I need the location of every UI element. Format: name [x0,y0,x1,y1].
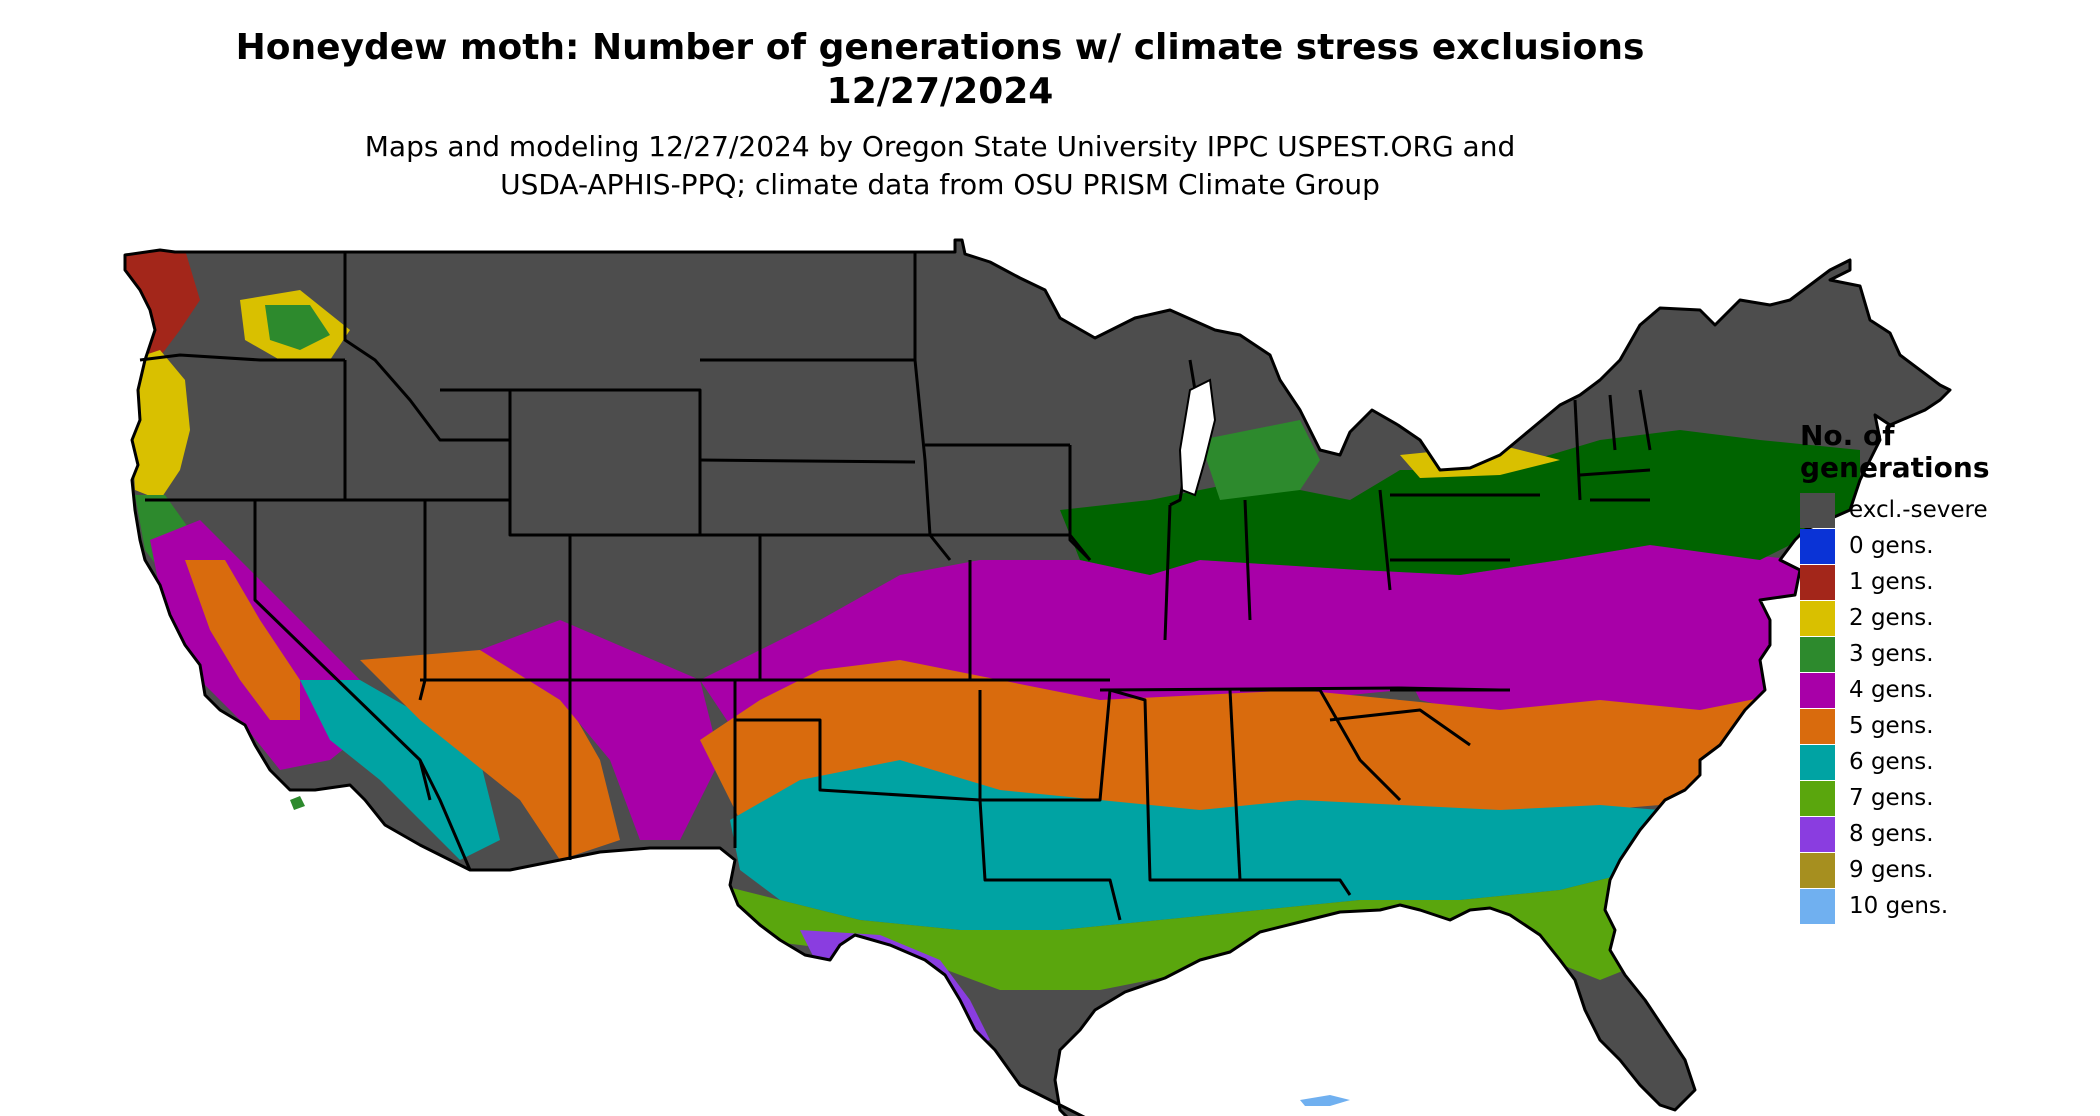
florida-keys [1300,1095,1350,1106]
zone-3-gens-michigan [1200,420,1320,500]
map-title: Honeydew moth: Number of generations w/ … [235,27,1645,68]
border-ar [978,689,1112,802]
border-ky-tn [1099,686,1401,692]
border-ok-tx [733,680,981,802]
zone-6-gens-desert [300,680,500,860]
border-dakotas-mn [913,252,932,536]
legend-swatch [1800,564,1835,600]
zone-6-gens-gulf-interior [730,760,1660,930]
legend-label: 0 gens. [1849,533,1934,559]
legend-swatch [1800,852,1835,888]
border-in-oh [1243,499,1252,621]
border-wa-or [139,353,345,362]
border-ny-new-england [1573,399,1582,501]
national-outline [123,238,1952,1116]
border-il-in [1163,504,1172,641]
legend-swatch [1800,492,1835,528]
border-ca-nv [253,500,432,801]
border-ma-south [1579,468,1651,477]
border-fl-north [1170,878,1352,896]
zone-8-gens-florida [1300,950,1390,1080]
border-ms-al [1109,688,1175,882]
border-oh-pa [1378,489,1392,591]
legend-swatch [1800,600,1835,636]
legend-swatch [1800,816,1835,852]
zone-5-gens-central-valley [185,560,300,720]
lake-michigan [1178,378,1217,497]
border-al-ga [1228,689,1242,881]
legend-item: 10 gens. [1800,888,2060,924]
legend-swatch [1800,528,1835,564]
legend-label: 9 gens. [1849,857,1934,883]
legend-label: 1 gens. [1849,569,1934,595]
state-boundaries [123,238,1952,1116]
legend-swatch [1800,708,1835,744]
legend-swatch [1800,744,1835,780]
legend-swatch [1800,780,1835,816]
legend-item: 8 gens. [1800,816,2060,852]
legend: No. of generations excl.-severe 0 gens. 1 … [1800,420,2060,924]
legend-item: 1 gens. [1800,564,2060,600]
legend-item: excl.-severe [1800,492,2060,528]
border-vt-nh [1608,394,1617,451]
legend-label: 7 gens. [1849,785,1934,811]
border-wi-il [1068,445,1092,562]
map-date: 12/27/2024 [826,71,1054,112]
legend-item: 7 gens. [1800,780,2060,816]
legend-item: 6 gens. [1800,744,2060,780]
zone-2-gens-coast [130,350,190,500]
border-sd-ne [699,458,916,464]
border-az-ca [418,759,472,871]
legend-label: 4 gens. [1849,677,1934,703]
legend-item: 0 gens. [1800,528,2060,564]
zone-4-gens-mid-atlantic [1380,560,1800,720]
legend-title-line-1: No. of [1800,419,1895,452]
border-mo-south [968,560,1110,682]
border-la [978,799,1122,921]
border-nc-sc [1329,708,1471,747]
legend-item: 9 gens. [1800,852,2060,888]
legend-item: 4 gens. [1800,672,2060,708]
legend-item: 3 gens. [1800,636,2060,672]
legend-label: 6 gens. [1849,749,1934,775]
zone-4-gens-southwest [480,620,720,840]
legend-label: 3 gens. [1849,641,1934,667]
legend-label: excl.-severe [1849,497,1988,523]
legend-item: 2 gens. [1800,600,2060,636]
legend-swatch [1800,636,1835,672]
legend-label: 2 gens. [1849,605,1934,631]
legend-swatch [1800,672,1835,708]
legend-item: 5 gens. [1800,708,2060,744]
map-credit-line-2: USDA-APHIS-PPQ; climate data from OSU PR… [500,168,1380,201]
border-id-east [343,252,510,442]
border-nh-me [1638,389,1652,451]
legend-label: 10 gens. [1849,893,1949,919]
zone-9-gens-texas-tip [840,990,930,1070]
channel-islands [290,796,305,810]
legend-title-line-2: generations [1800,451,1990,484]
zone-5-gens-arizona [360,650,620,860]
zone-3-gens-east-wa [265,305,330,350]
legend-label: 8 gens. [1849,821,1934,847]
zone-3-gens-midwest-east [1060,430,1860,575]
legend-label: 5 gens. [1849,713,1934,739]
legend-items: excl.-severe 0 gens. 1 gens. 2 gens. 3 gens.… [1800,492,2060,924]
map-credit-line-1: Maps and modeling 12/27/2024 by Oregon S… [364,130,1516,163]
legend-swatch [1800,888,1835,924]
